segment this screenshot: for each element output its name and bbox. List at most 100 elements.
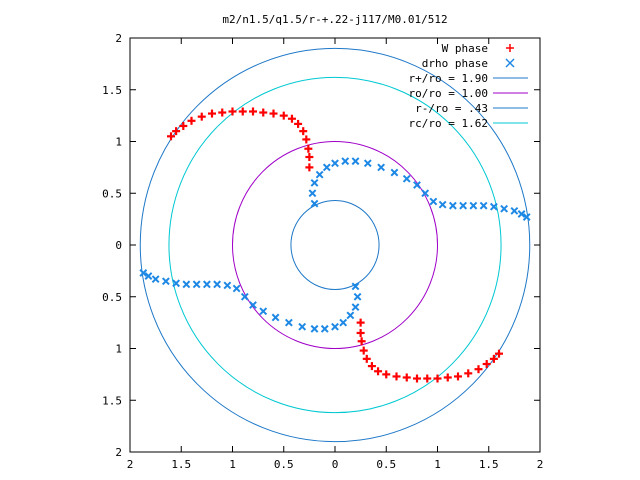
drho-phase-point xyxy=(284,318,293,327)
drho-phase-point xyxy=(353,292,362,301)
drho-phase-point xyxy=(377,163,386,172)
w-phase-point xyxy=(167,132,175,141)
w-phase-point xyxy=(464,369,473,378)
drho-phase-point xyxy=(421,189,430,198)
w-phase-point xyxy=(172,127,181,136)
x-tick-label: 0.5 xyxy=(376,458,396,471)
legend-label: r+/ro = 1.90 xyxy=(409,72,488,85)
drho-phase-point xyxy=(139,269,148,277)
w-phase-point xyxy=(362,354,371,363)
drho-phase-point xyxy=(510,206,519,215)
drho-phase-point xyxy=(144,272,153,280)
w-phase-point xyxy=(259,108,268,117)
w-phase-point xyxy=(495,349,503,358)
drho-phase-point xyxy=(232,284,241,293)
w-phase-point xyxy=(454,372,462,381)
drho-phase-point xyxy=(363,159,372,168)
w-phase-point xyxy=(208,109,216,118)
drho-phase-point xyxy=(500,204,509,213)
legend-label: rc/ro = 1.62 xyxy=(409,117,488,130)
w-phase-point xyxy=(218,108,227,117)
circle-1_62 xyxy=(168,76,502,414)
w-phase-point xyxy=(249,107,257,116)
drho-phase-point xyxy=(320,324,329,333)
w-phase-point xyxy=(357,337,366,346)
w-phase-point xyxy=(305,163,314,172)
circle-1_9 xyxy=(139,47,531,443)
drho-phase-point xyxy=(213,280,222,289)
y-tick-label: 0 xyxy=(115,239,122,252)
axis-ticks: 2 1.5 1 0.5 0 0.5 1 1.5 221.510.500.511.52 xyxy=(102,32,543,471)
circle-0_43 xyxy=(290,199,380,291)
w-phase-point xyxy=(304,144,313,153)
drho-phase-point xyxy=(240,292,249,301)
w-phase-point xyxy=(433,374,442,383)
x-tick-label: 1.5 xyxy=(479,458,499,471)
x-tick-label: 2 xyxy=(127,458,134,471)
w-phase-point xyxy=(287,114,296,123)
drho-phase-point xyxy=(331,322,339,331)
w-phase-point xyxy=(179,121,188,130)
drho-phase-point xyxy=(271,313,280,322)
w-phase-point xyxy=(367,362,376,371)
w-phase-point xyxy=(402,373,411,382)
drho-phase-point xyxy=(310,178,319,187)
drho-phase-point xyxy=(310,324,319,333)
drho-phase-point xyxy=(517,210,526,218)
w-phase-point xyxy=(305,153,314,162)
drho-phase-point xyxy=(202,280,211,289)
x-tick-label: 0 xyxy=(332,458,339,471)
drho-phase-point xyxy=(489,202,498,211)
w-phase-point xyxy=(299,127,308,136)
drho-phase-point xyxy=(448,201,457,210)
w-phase-point xyxy=(228,107,237,116)
drho-phase-point xyxy=(249,301,257,309)
data-points xyxy=(139,107,531,383)
legend-label: W phase xyxy=(442,42,488,55)
legend-label: ro/ro = 1.00 xyxy=(409,87,488,100)
x-tick-label: 1 xyxy=(229,458,236,471)
drho-phase-point xyxy=(151,275,160,284)
w-phase-point xyxy=(197,112,206,121)
drho-phase-point xyxy=(351,303,360,312)
drho-phase-point xyxy=(402,174,411,183)
drho-phase-point xyxy=(469,201,478,210)
w-phase-point xyxy=(489,354,498,363)
y-tick-label: 1.5 xyxy=(102,394,122,407)
drho-phase-point xyxy=(522,213,531,221)
x-tick-label: 2 xyxy=(537,458,544,471)
drho-phase-point xyxy=(429,197,438,206)
drho-phase-point xyxy=(172,279,181,288)
drho-phase-point xyxy=(308,189,317,198)
w-phase-point xyxy=(238,107,247,116)
y-tick-label: 1 xyxy=(115,136,122,149)
drho-phase-point xyxy=(346,311,355,320)
drho-phase-point xyxy=(459,201,468,210)
y-tick-label: 0.5 xyxy=(102,187,122,200)
w-phase-point xyxy=(423,374,432,383)
legend: W phase drho phase r+/ro = 1.90 ro/ro = 1.0… xyxy=(409,42,528,130)
x-tick-label: 0.5 xyxy=(274,458,294,471)
x-tick-label: 1.5 xyxy=(171,458,191,471)
w-phase-point xyxy=(269,109,278,118)
y-tick-label: 2 xyxy=(115,446,122,459)
circle-1 xyxy=(232,141,438,349)
legend-marker-sample xyxy=(506,44,514,52)
drho-phase-point xyxy=(331,159,339,168)
drho-phase-point xyxy=(339,318,348,327)
drho-phase-point xyxy=(413,181,421,189)
plot-frame xyxy=(129,37,541,453)
reference-circles xyxy=(139,47,531,443)
drho-phase-point xyxy=(351,282,360,291)
drho-phase-point xyxy=(310,199,319,208)
drho-phase-point xyxy=(182,280,191,289)
w-phase-point xyxy=(443,373,452,382)
w-phase-point xyxy=(382,370,391,379)
drho-phase-point xyxy=(259,307,268,316)
drho-phase-point xyxy=(161,277,170,286)
w-phase-point xyxy=(356,318,365,327)
legend-marker-sample xyxy=(505,58,515,68)
y-tick-label: 1 xyxy=(115,343,122,356)
w-phase-point xyxy=(187,116,196,125)
drho-phase-point xyxy=(322,163,331,172)
